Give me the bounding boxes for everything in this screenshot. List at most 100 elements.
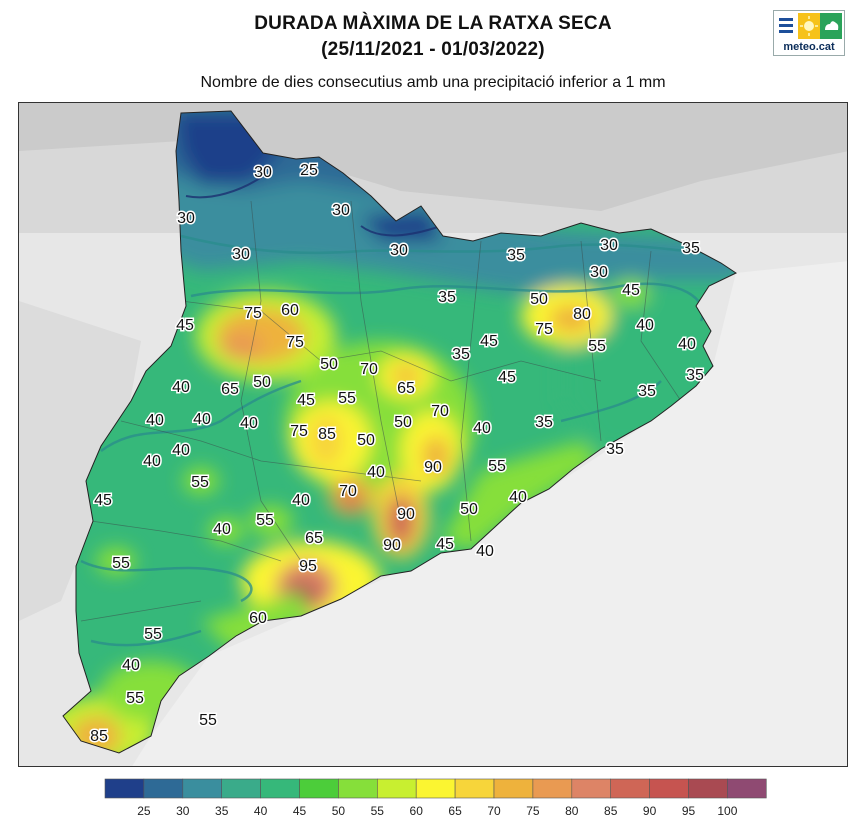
contour-value-label: 35 [682, 240, 700, 257]
contour-value-label: 85 [90, 728, 108, 745]
contour-value-label: 35 [638, 383, 656, 400]
legend-tick-label: 100 [717, 804, 737, 818]
contour-value-label: 75 [290, 423, 308, 440]
legend-swatch [532, 778, 573, 799]
map-title: DURADA MÀXIMA DE LA RATXA SECA [254, 13, 612, 34]
contour-value-label: 35 [686, 367, 704, 384]
contour-value-label: 40 [473, 420, 491, 437]
contour-value-label: 60 [281, 302, 299, 319]
contour-value-label: 45 [297, 392, 315, 409]
contour-value-label: 45 [436, 536, 454, 553]
contour-value-label: 85 [318, 426, 336, 443]
sun-icon [798, 13, 820, 39]
legend-swatch [415, 778, 456, 799]
contour-value-label: 50 [320, 356, 338, 373]
contour-value-label: 45 [94, 492, 112, 509]
contour-value-label: 45 [176, 317, 194, 334]
contour-value-label: 65 [397, 380, 415, 397]
legend-swatch [221, 778, 261, 799]
contour-value-label: 40 [476, 543, 494, 560]
legend-tick-label: 70 [487, 804, 501, 818]
contour-value-label: 30 [590, 264, 608, 281]
legend-swatch [493, 778, 534, 799]
contour-value-label: 40 [193, 411, 211, 428]
legend-tick-label: 65 [448, 804, 462, 818]
legend-swatch [610, 778, 650, 799]
contour-value-label: 65 [221, 381, 239, 398]
contour-value-label: 40 [172, 379, 190, 396]
logo-text: meteo.cat [783, 41, 835, 53]
map-date-range: (25/11/2021 - 01/03/2022) [321, 39, 545, 60]
contour-value-label: 55 [191, 474, 209, 491]
contour-value-label: 55 [256, 512, 274, 529]
legend-swatch [299, 778, 339, 799]
legend-tick-label: 40 [254, 804, 268, 818]
contour-value-label: 55 [144, 626, 162, 643]
contour-value-label: 30 [177, 210, 195, 227]
meteocat-logo[interactable]: meteo.cat [773, 10, 845, 56]
contour-value-label: 30 [600, 237, 618, 254]
legend-swatch [104, 778, 145, 799]
contour-value-label: 25 [300, 162, 318, 179]
legend-swatch [143, 778, 184, 799]
contour-value-label: 40 [146, 412, 164, 429]
color-legend: 25 30 35 40 45 50 55 60 65 70 75 80 85 90 95 100 [104, 778, 767, 818]
legend-tick-label: 60 [410, 804, 424, 818]
legend-tick-label: 55 [371, 804, 385, 818]
contour-value-label: 35 [507, 247, 525, 264]
contour-value-label: 40 [122, 657, 140, 674]
contour-value-label: 35 [606, 441, 624, 458]
contour-value-label: 45 [622, 282, 640, 299]
legend-swatch [182, 778, 223, 799]
contour-value-label: 55 [126, 690, 144, 707]
contour-value-label: 45 [498, 369, 516, 386]
legend-swatch [376, 778, 417, 799]
contour-value-label: 40 [367, 464, 385, 481]
contour-value-label: 30 [332, 202, 350, 219]
contour-value-label: 70 [339, 483, 357, 500]
contour-value-label: 45 [480, 333, 498, 350]
legend-swatch [338, 778, 378, 799]
legend-swatch [727, 778, 767, 799]
legend-tick-label: 85 [604, 804, 618, 818]
contour-value-label: 65 [305, 530, 323, 547]
contour-value-label: 30 [232, 246, 250, 263]
menu-lines-icon [776, 13, 798, 39]
contour-value-label: 40 [509, 489, 527, 506]
legend-swatch [571, 778, 611, 799]
contour-value-label: 50 [253, 374, 271, 391]
contour-value-label: 55 [199, 712, 217, 729]
contour-value-label: 40 [143, 453, 161, 470]
legend-tick-label: 35 [215, 804, 229, 818]
contour-value-label: 40 [678, 336, 696, 353]
contour-value-label: 90 [383, 537, 401, 554]
contour-value-label: 40 [240, 415, 258, 432]
contour-value-label: 75 [535, 321, 553, 338]
cloud-icon [820, 13, 842, 39]
contour-value-label: 70 [431, 403, 449, 420]
contour-value-label: 50 [394, 414, 412, 431]
legend-swatch [688, 778, 728, 799]
contour-value-label: 80 [573, 306, 591, 323]
legend-tick-label: 25 [137, 804, 151, 818]
contour-value-label: 55 [588, 338, 606, 355]
contour-value-label: 50 [530, 291, 548, 308]
contour-value-label: 75 [286, 334, 304, 351]
contour-value-label: 35 [452, 346, 470, 363]
contour-value-label: 55 [338, 390, 356, 407]
contour-value-label: 90 [397, 506, 415, 523]
legend-tick-label: 50 [332, 804, 346, 818]
legend-swatch [454, 778, 495, 799]
contour-value-label: 95 [299, 558, 317, 575]
contour-value-label: 75 [244, 305, 262, 322]
contour-value-label: 90 [424, 459, 442, 476]
legend-tick-label: 80 [565, 804, 579, 818]
map-area: 30 25 30 30 30 30 35 30 30 35 35 45 50 80 75 55 40 40 35 35… [18, 102, 848, 767]
contour-value-label: 55 [112, 555, 130, 572]
legend-swatch [260, 778, 300, 799]
contour-value-label: 50 [357, 432, 375, 449]
contour-value-label: 40 [172, 442, 190, 459]
contour-value-label: 55 [488, 458, 506, 475]
